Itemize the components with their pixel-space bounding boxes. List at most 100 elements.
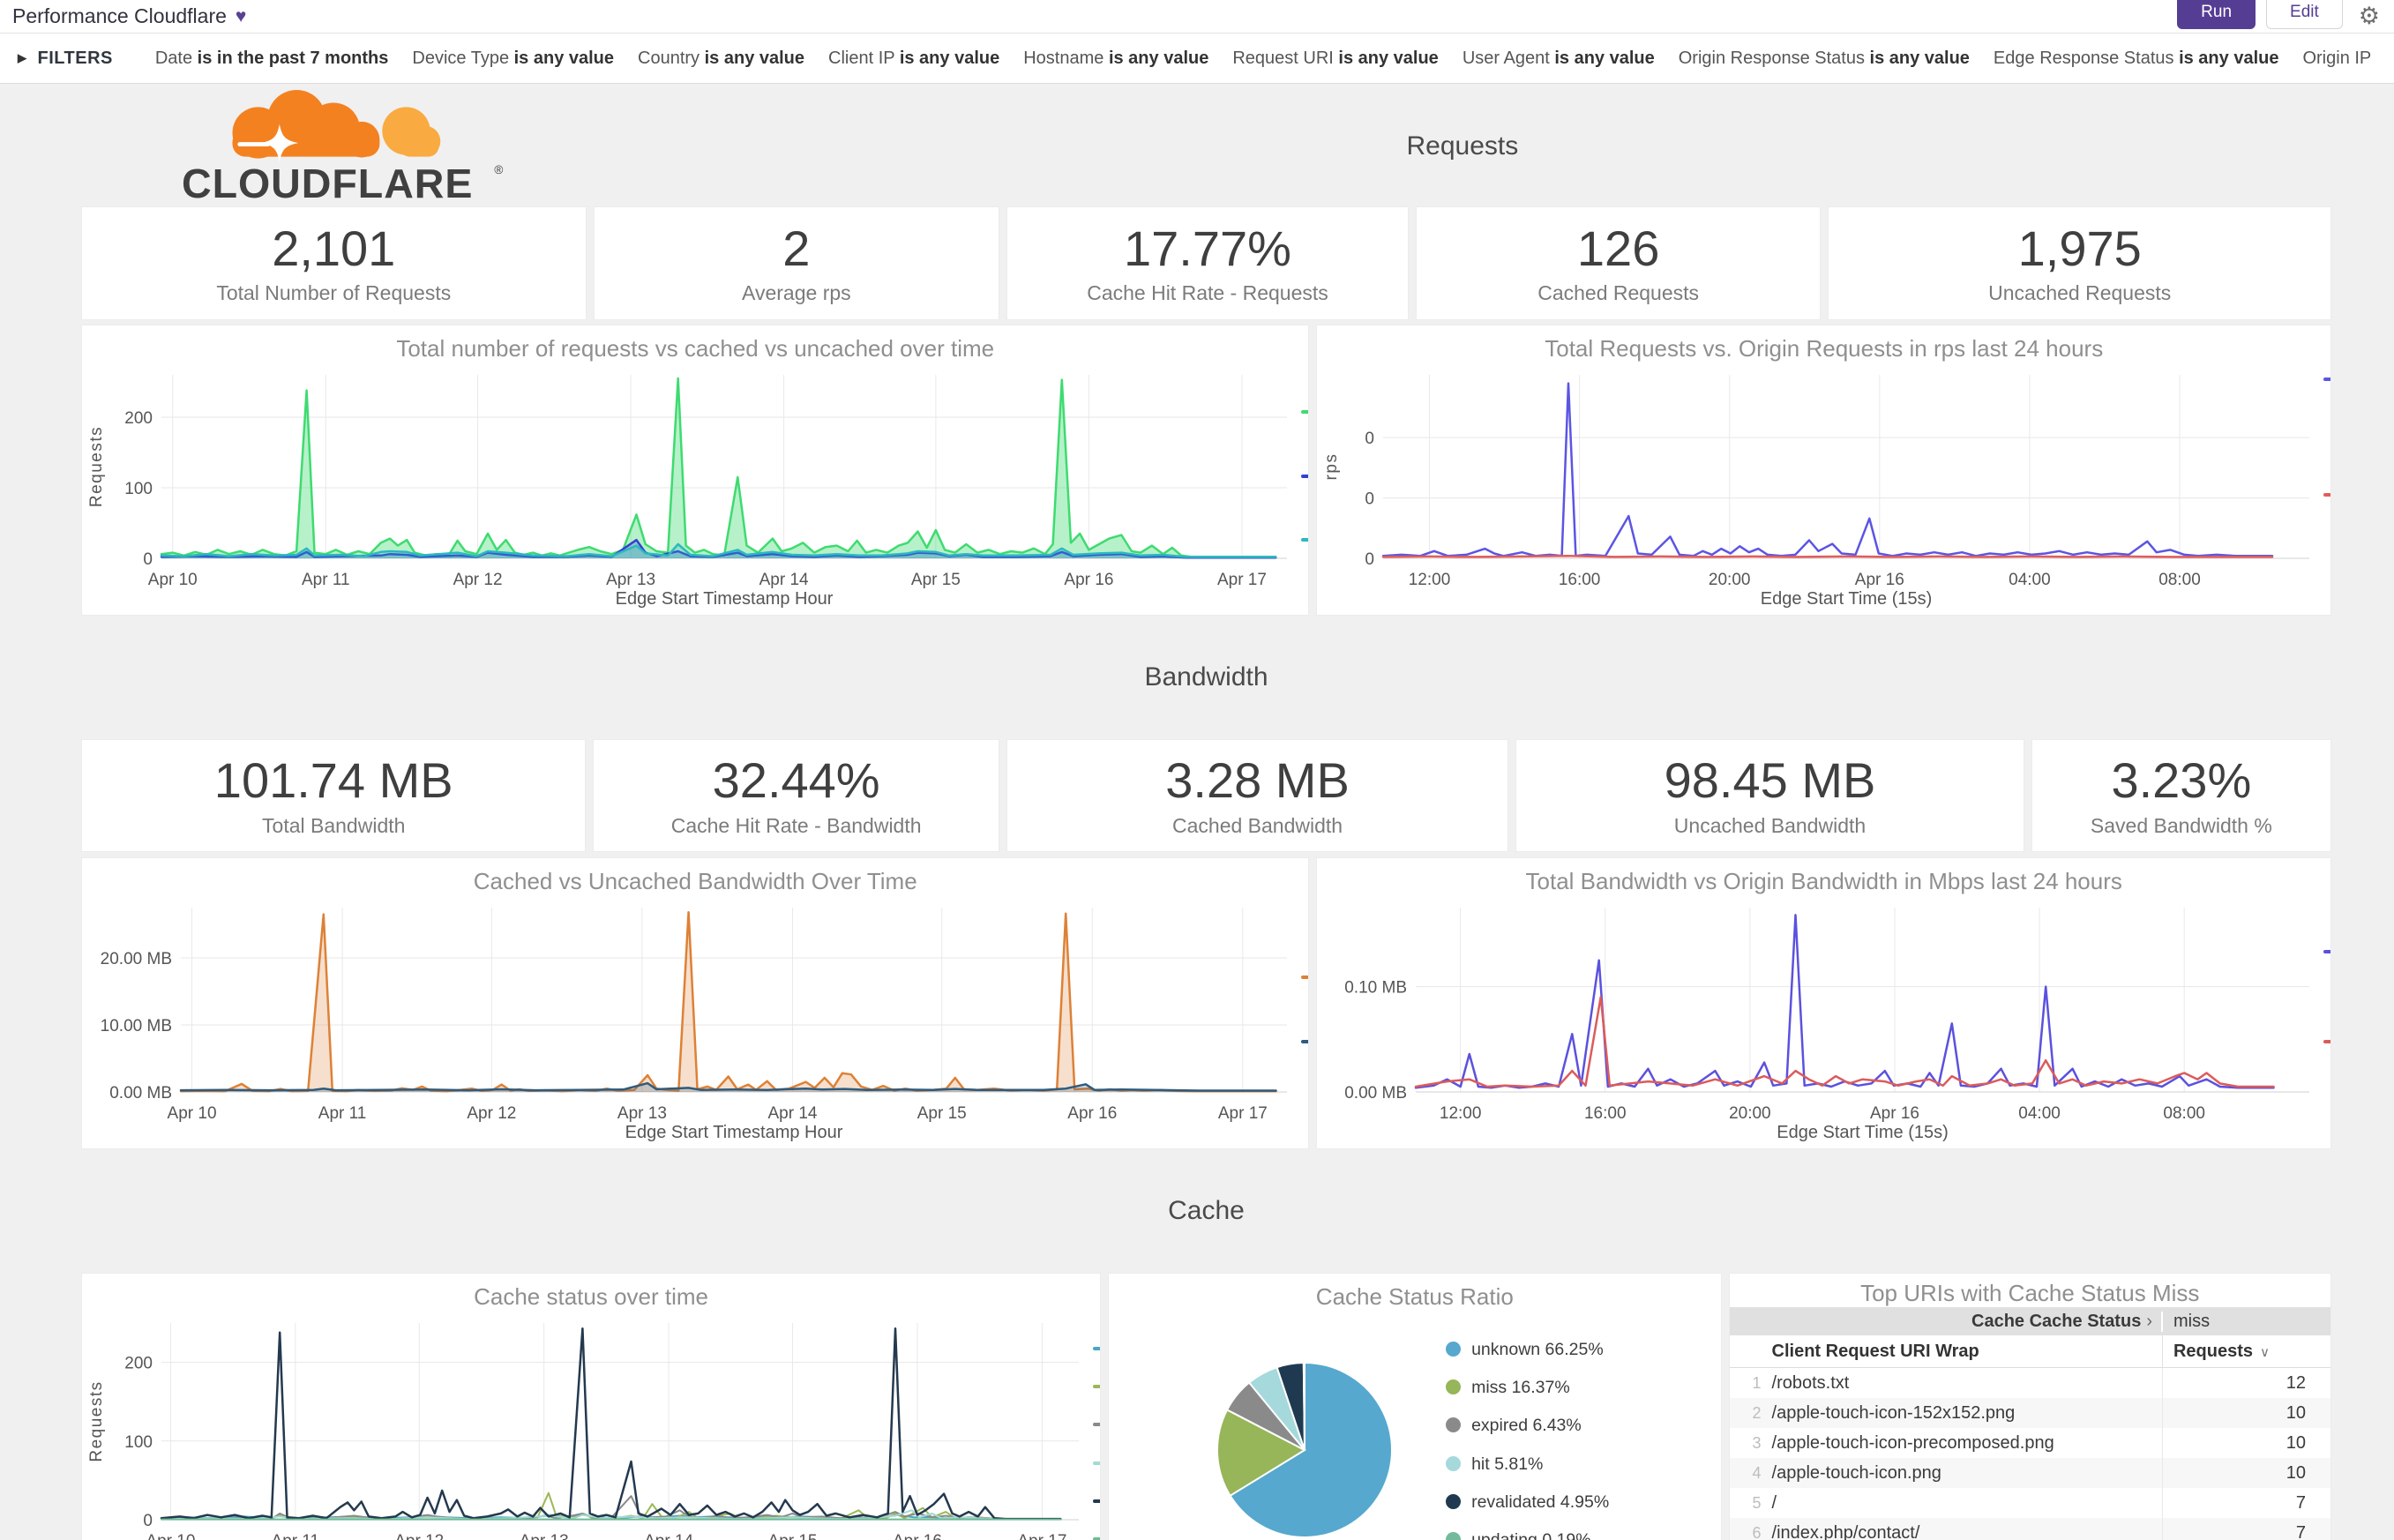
- kpi-label: Total Number of Requests: [216, 281, 452, 305]
- legend-swatch-icon: [2323, 949, 2331, 953]
- svg-text:Apr 11: Apr 11: [272, 1532, 320, 1540]
- svg-text:100: 100: [124, 1433, 153, 1452]
- legend-item[interactable]: Cached requests: [1301, 465, 1309, 517]
- legend-item[interactable]: Cloudflare Logs origin requests in rps: [2323, 483, 2331, 612]
- row-number: 1: [1752, 1373, 1762, 1392]
- legend-item[interactable]: revalidated 4.95%: [1446, 1490, 1646, 1515]
- uri-cell[interactable]: /apple-touch-icon-152x152.png: [1769, 1398, 2163, 1428]
- edit-button[interactable]: Edit: [2266, 0, 2343, 29]
- svg-text:®: ®: [495, 163, 504, 176]
- run-button[interactable]: Run: [2177, 0, 2256, 29]
- svg-text:Apr 10: Apr 10: [168, 1104, 217, 1123]
- requests-over-time-chart[interactable]: Apr 10 Apr 11 Apr 12 Apr 13 Apr 14 Apr 15 Apr …: [82, 366, 1301, 615]
- bandwidth-over-time-chart[interactable]: Apr 10 Apr 11 Apr 12 Apr 13 Apr 14 Apr 15 Apr …: [82, 899, 1301, 1148]
- kpi-tile[interactable]: 98.45 MB Uncached Bandwidth: [1515, 739, 2024, 852]
- mbps-24h-chart[interactable]: 12:00 16:00 20:00 Apr 16 04:00 08:00 0.00 MB 0.…: [1317, 899, 2323, 1148]
- kpi-tile[interactable]: 3.28 MB Cached Bandwidth: [1006, 739, 1509, 852]
- requests-column-header[interactable]: Requests ∨: [2173, 1341, 2270, 1361]
- filter-token[interactable]: Country is any value: [638, 48, 805, 68]
- legend-item[interactable]: Average Origin Bandwidth: [2323, 940, 2331, 1018]
- bandwidth-chart-row: Cached vs Uncached Bandwidth Over Time A…: [81, 857, 2331, 1149]
- filter-token[interactable]: User Agent is any value: [1462, 48, 1655, 68]
- legend-item[interactable]: miss 16.37%: [1446, 1375, 1646, 1401]
- legend-item[interactable]: unknown 66.25%: [1446, 1337, 1646, 1363]
- kpi-tile[interactable]: 1,975 Uncached Requests: [1828, 206, 2331, 320]
- table-row[interactable]: 6/index.php/contact/7: [1729, 1518, 2330, 1540]
- cache-status-ratio-pie[interactable]: [1163, 1311, 1446, 1540]
- filter-token[interactable]: Origin Response Status is any value: [1678, 48, 1970, 68]
- uri-column-header[interactable]: Client Request URI Wrap: [1769, 1335, 2163, 1367]
- table-row[interactable]: 5 / 7: [1730, 1488, 2330, 1518]
- legend-item[interactable]: hit 5.81%: [1446, 1452, 1646, 1477]
- legend-label: unknown 66.25%: [1471, 1339, 1604, 1359]
- legend-item[interactable]: expired: [1093, 1337, 1101, 1363]
- table-row[interactable]: 3/apple-touch-icon-precomposed.png 10: [1730, 1428, 2330, 1458]
- svg-text:Apr 11: Apr 11: [302, 571, 350, 589]
- legend-item[interactable]: Average Total Bandwidth: [2323, 1030, 2331, 1108]
- filter-token[interactable]: Device Type is any value: [412, 48, 615, 68]
- pie-slice-unknown[interactable]: [1229, 1361, 1394, 1538]
- top-bar-actions: Run Edit ⚙: [2177, 0, 2380, 30]
- legend-item[interactable]: Total requests: [1301, 400, 1309, 452]
- legend-item[interactable]: revalidated: [1093, 1452, 1101, 1477]
- legend-item[interactable]: Uncached Bandwidth: [1301, 966, 1309, 1018]
- gear-icon[interactable]: ⚙: [2358, 3, 2380, 29]
- filters-toggle[interactable]: ▶ FILTERS: [18, 49, 113, 69]
- pivot-header-label: Cache Cache Status ›: [1730, 1311, 2163, 1332]
- legend-item[interactable]: expired 6.43%: [1446, 1413, 1646, 1439]
- uri-cell[interactable]: /apple-touch-icon-precomposed.png: [1769, 1428, 2163, 1458]
- svg-text:0: 0: [143, 550, 153, 569]
- legend-item[interactable]: unknown: [1093, 1490, 1101, 1515]
- legend-swatch-icon: [1093, 1461, 1101, 1465]
- filter-token[interactable]: Request URI is any value: [1232, 48, 1439, 68]
- filter-token[interactable]: Hostname is any value: [1023, 48, 1209, 68]
- pivot-header[interactable]: Cache Cache Status › miss: [1729, 1307, 2330, 1335]
- legend-item[interactable]: updating: [1093, 1528, 1101, 1540]
- filter-token[interactable]: Edge Response Status is any value: [1993, 48, 2279, 68]
- svg-text:Apr 17: Apr 17: [1217, 571, 1267, 589]
- legend-item[interactable]: miss: [1093, 1413, 1101, 1439]
- kpi-tile[interactable]: 17.77% Cache Hit Rate - Requests: [1006, 206, 1409, 320]
- chart-title: Cache Status Ratio: [1315, 1283, 1514, 1310]
- kpi-value: 32.44%: [712, 752, 880, 809]
- svg-text:Apr 15: Apr 15: [917, 1104, 967, 1123]
- cache-status-over-time-chart[interactable]: Apr 10 Apr 11 Apr 12 Apr 13 Apr 14 Apr 15 Apr …: [82, 1314, 1093, 1540]
- kpi-tile[interactable]: 126 Cached Requests: [1415, 206, 1822, 320]
- uri-cell[interactable]: /index.php/contact/: [1769, 1518, 2163, 1540]
- svg-text:200: 200: [124, 409, 153, 428]
- rps-24h-chart[interactable]: 12:00 16:00 20:00 Apr 16 04:00 08:00 0 0 0 Edge S…: [1317, 366, 2323, 615]
- pie-slice-updating[interactable]: [1302, 1361, 1306, 1451]
- kpi-tile[interactable]: 101.74 MB Total Bandwidth: [81, 739, 587, 852]
- legend-item[interactable]: Cloudflare Logs total requests in rps: [2323, 368, 2331, 471]
- filter-token[interactable]: Client IP is any value: [828, 48, 1000, 68]
- legend-swatch-icon: [1093, 1537, 1101, 1540]
- legend-item[interactable]: updating 0.19%: [1446, 1528, 1646, 1540]
- legend-swatch-icon: [1446, 1417, 1462, 1433]
- table-row[interactable]: 1/robots.txt 12: [1730, 1368, 2330, 1398]
- kpi-tile[interactable]: 32.44% Cache Hit Rate - Bandwidth: [593, 739, 999, 852]
- cloudflare-logo-image: CLOUDFLARE ®: [182, 89, 504, 204]
- uri-cell[interactable]: /: [1769, 1488, 2163, 1518]
- svg-text:Apr 14: Apr 14: [644, 1532, 693, 1540]
- svg-text:Apr 14: Apr 14: [759, 571, 809, 589]
- legend-item[interactable]: Uncached requests: [1301, 528, 1309, 580]
- uri-cell[interactable]: /apple-touch-icon.png: [1769, 1458, 2163, 1488]
- legend-item[interactable]: hit: [1093, 1375, 1101, 1401]
- table-body: 1/robots.txt 12 2/apple-touch-icon-152x152…: [1729, 1368, 2330, 1540]
- legend-item[interactable]: Saved Bandwidth: [1301, 1030, 1309, 1082]
- pie-slice-miss[interactable]: [1216, 1409, 1307, 1498]
- kpi-tile[interactable]: 2 Average rps: [593, 206, 1000, 320]
- filter-token[interactable]: Origin IP is any value: [2302, 48, 2376, 68]
- kpi-tile[interactable]: 2,101 Total Number of Requests: [81, 206, 587, 320]
- heart-icon[interactable]: ♥: [235, 5, 247, 26]
- table-row[interactable]: 4/apple-touch-icon.png 10: [1729, 1458, 2330, 1488]
- chart-title: Cache status over time: [474, 1283, 708, 1310]
- legend-swatch-icon: [2323, 493, 2331, 497]
- filter-token[interactable]: Date is in the past 7 months: [154, 48, 389, 68]
- kpi-tile[interactable]: 3.23% Saved Bandwidth %: [2031, 739, 2331, 852]
- table-row[interactable]: 2/apple-touch-icon-152x152.png 10: [1729, 1398, 2330, 1428]
- uri-cell[interactable]: /robots.txt: [1769, 1368, 2163, 1398]
- legend-label: revalidated 4.95%: [1471, 1491, 1610, 1512]
- svg-text:Apr 17: Apr 17: [1017, 1532, 1066, 1540]
